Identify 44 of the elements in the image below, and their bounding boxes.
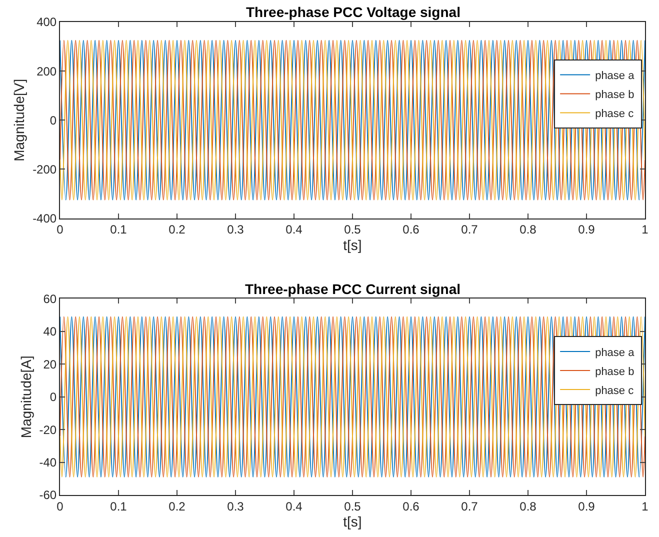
- y-tick-label: -20: [39, 422, 57, 437]
- y-axis-title: Magnitude[A]: [18, 356, 34, 438]
- y-tick-label: 400: [36, 15, 57, 30]
- y-axis-title: Magnitude[V]: [11, 78, 28, 162]
- x-tick-label: 0.3: [227, 222, 244, 237]
- x-tick-label: 0.6: [402, 222, 420, 237]
- x-axis-title: t[s]: [343, 514, 362, 530]
- x-tick-label: 1: [642, 222, 649, 237]
- y-tick-label: -60: [39, 488, 57, 502]
- legend-label: phase c: [595, 384, 634, 397]
- legend-label: phase b: [595, 89, 634, 102]
- x-tick-label: 0.8: [520, 499, 537, 514]
- x-tick-label: 0.7: [461, 499, 478, 514]
- x-tick-label: 1: [642, 499, 649, 514]
- legend-label: phase c: [595, 108, 634, 120]
- x-tick-label: 0.5: [344, 222, 362, 237]
- x-tick-label: 0.4: [286, 222, 303, 237]
- y-tick-label: 60: [43, 292, 57, 306]
- y-tick-label: -200: [32, 162, 57, 176]
- y-tick-label: -400: [32, 212, 57, 226]
- x-tick-label: 0.3: [227, 499, 244, 514]
- x-tick-label: 0.8: [520, 222, 537, 237]
- x-tick-label: 0.1: [110, 499, 128, 514]
- x-tick-label: 0.2: [168, 499, 186, 514]
- x-tick-label: 0.9: [578, 499, 596, 514]
- x-tick-label: 0.9: [578, 222, 596, 237]
- legend-label: phase a: [595, 70, 636, 82]
- x-axis-title: t[s]: [343, 236, 362, 253]
- y-tick-label: 0: [50, 113, 57, 128]
- x-tick-label: 0.7: [461, 222, 478, 237]
- legend-label: phase a: [595, 346, 636, 359]
- x-tick-label: 0.2: [168, 222, 186, 237]
- y-tick-label: 40: [43, 324, 57, 339]
- x-tick-label: 0.5: [344, 499, 362, 514]
- y-tick-label: 0: [50, 390, 57, 404]
- x-tick-label: 0.4: [286, 499, 303, 514]
- y-tick-label: -40: [39, 455, 57, 470]
- x-tick-label: 0.1: [110, 222, 128, 237]
- legend-label: phase b: [595, 366, 634, 378]
- y-tick-label: 200: [36, 64, 57, 78]
- x-tick-label: 0.6: [402, 499, 420, 514]
- chart-title: Three-phase PCC Voltage signal: [246, 4, 460, 20]
- y-tick-label: 20: [43, 357, 57, 372]
- chart-title: Three-phase PCC Current signal: [245, 281, 460, 297]
